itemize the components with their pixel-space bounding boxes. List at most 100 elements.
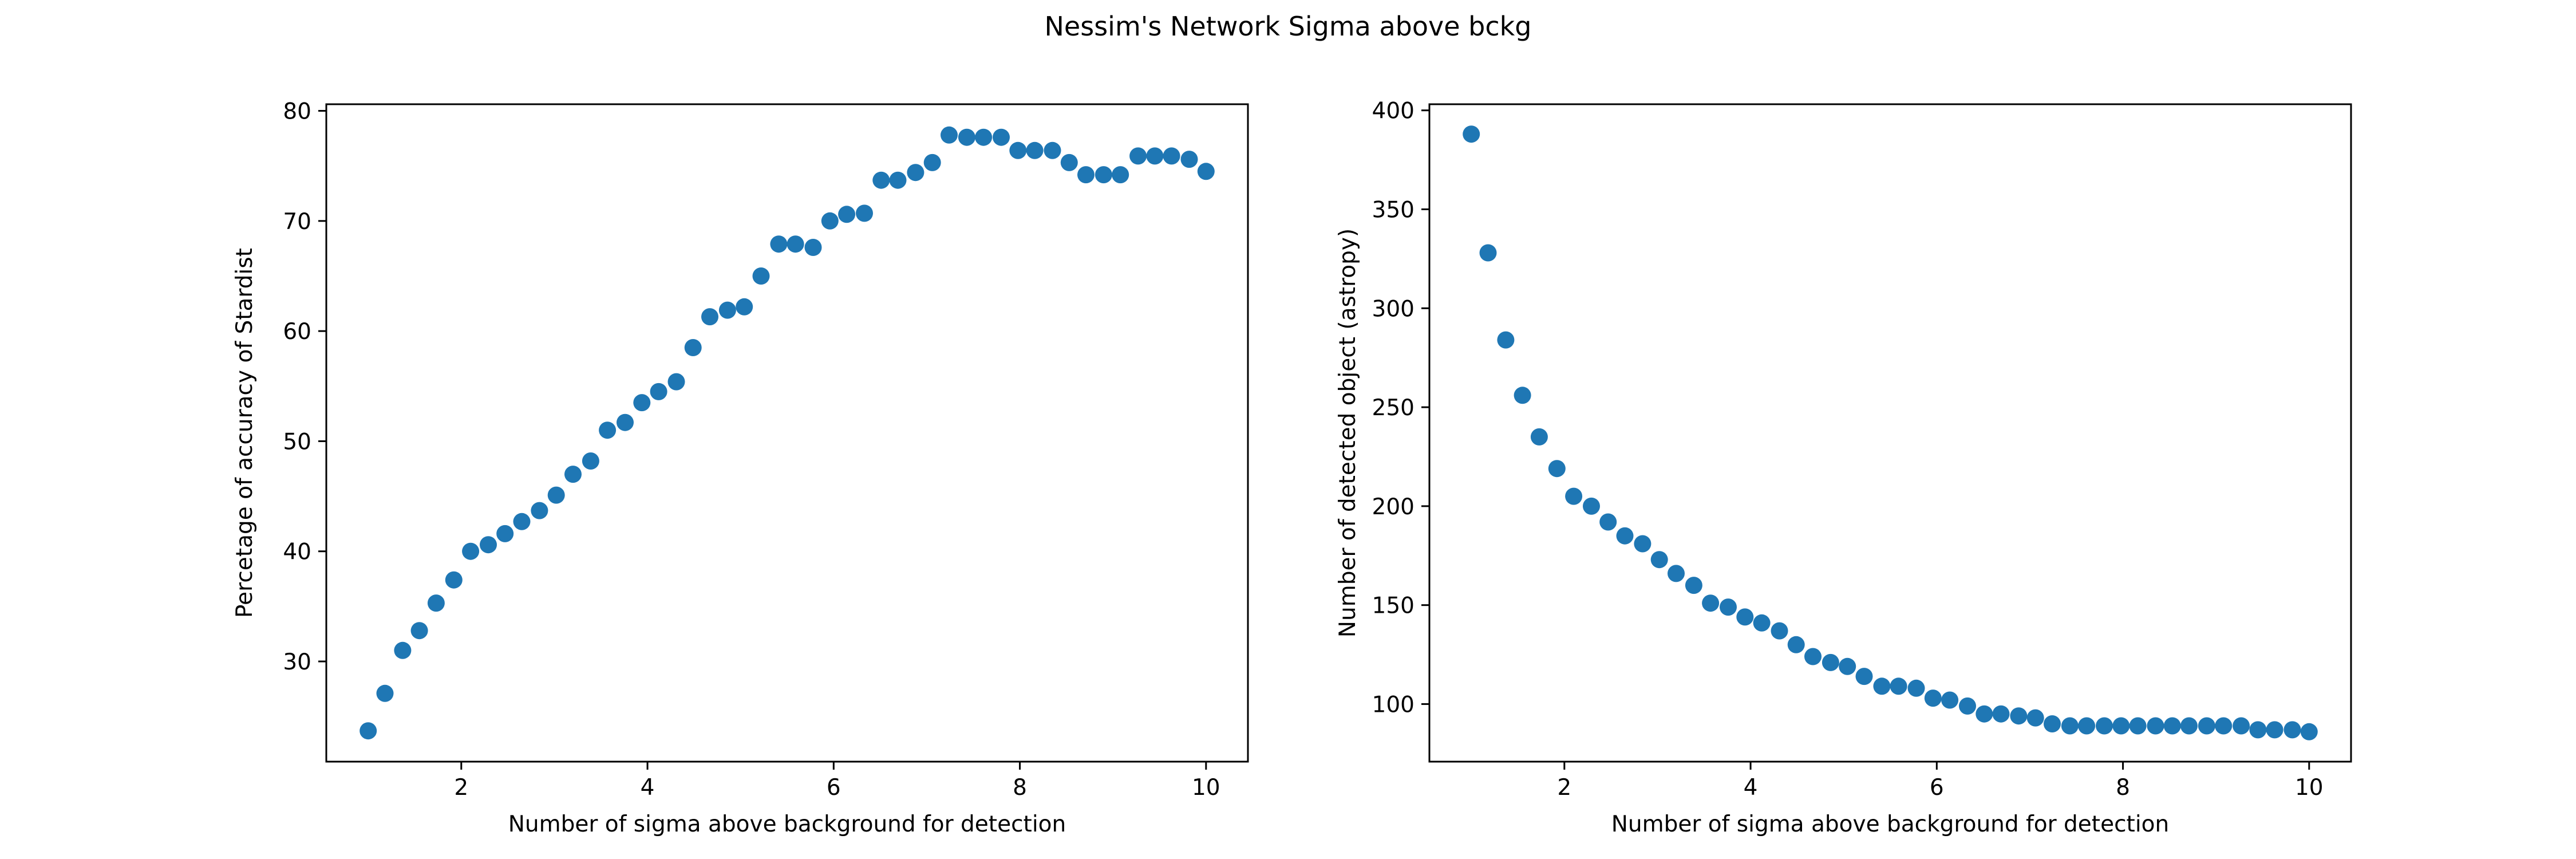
detected-objects-data-point: [2233, 717, 2250, 735]
accuracy-data-point: [958, 128, 975, 146]
accuracy-data-point: [1060, 153, 1078, 171]
accuracy-data-point: [1163, 147, 1180, 165]
accuracy-x-tick-label: 2: [454, 775, 468, 801]
detected-objects-y-tick-label: 150: [1372, 593, 1415, 619]
accuracy-data-point: [872, 171, 890, 189]
detected-objects-x-tick-label: 2: [1557, 775, 1571, 801]
accuracy-data-point: [838, 206, 856, 223]
accuracy-points: [359, 126, 1215, 740]
accuracy-y-tick-label: 70: [283, 209, 311, 235]
detected-objects-data-point: [1599, 513, 1617, 531]
detected-objects-points: [1463, 125, 2318, 740]
accuracy-data-point: [1146, 147, 1164, 165]
detected-objects-data-point: [2180, 717, 2198, 735]
detected-objects-data-point: [1753, 614, 1771, 632]
detected-objects-data-point: [1530, 428, 1548, 446]
accuracy-data-point: [462, 542, 480, 560]
accuracy-data-point: [993, 128, 1010, 146]
detected-objects-data-point: [2283, 721, 2301, 739]
detected-objects-data-point: [2215, 717, 2233, 735]
detected-objects-data-point: [2096, 717, 2113, 735]
accuracy-data-point: [394, 641, 412, 659]
detected-objects-data-point: [2147, 717, 2164, 735]
detected-objects-data-point: [1804, 648, 1822, 665]
accuracy-data-point: [787, 235, 804, 253]
detected-objects-data-point: [1720, 598, 1737, 616]
detected-objects-data-point: [1890, 677, 1907, 695]
detected-objects-data-point: [2010, 707, 2028, 725]
accuracy-data-point: [1026, 141, 1044, 159]
accuracy-y-tick-label: 50: [283, 429, 311, 455]
accuracy-data-point: [804, 239, 822, 256]
accuracy-data-point: [410, 622, 428, 640]
accuracy-x-tick-label: 10: [1192, 775, 1220, 801]
detected-objects-data-point: [1907, 679, 1925, 697]
accuracy-data-point: [941, 126, 958, 144]
detected-objects-data-point: [1479, 244, 1497, 262]
accuracy-data-point: [821, 212, 839, 230]
detected-objects-data-point: [2061, 717, 2079, 735]
accuracy-data-point: [480, 536, 497, 554]
accuracy-data-point: [889, 171, 907, 189]
accuracy-data-point: [752, 267, 770, 285]
accuracy-data-point: [650, 383, 667, 400]
detected-objects-data-point: [1668, 565, 1685, 582]
accuracy-data-point: [617, 413, 634, 431]
detected-objects-data-point: [1650, 551, 1668, 569]
accuracy-y-tick-label: 60: [283, 319, 311, 345]
detected-objects-data-point: [1855, 668, 1873, 685]
detected-objects-data-point: [2249, 721, 2267, 739]
accuracy-data-point: [445, 571, 463, 589]
accuracy-data-point: [547, 486, 565, 504]
accuracy-y-axis-label: Percetage of accuracy of Stardist: [232, 248, 258, 618]
accuracy-data-point: [633, 394, 651, 412]
accuracy-data-point: [736, 298, 753, 316]
detected-objects-data-point: [2300, 723, 2318, 740]
detected-objects-data-point: [1616, 527, 1634, 545]
detected-objects-data-point: [1463, 125, 1480, 143]
detected-objects-data-point: [2026, 709, 2044, 727]
accuracy-data-point: [599, 421, 617, 439]
detected-objects-data-point: [1959, 697, 1976, 715]
detected-objects-y-tick-label: 250: [1372, 395, 1415, 421]
accuracy-data-point: [582, 452, 599, 470]
accuracy-data-point: [667, 373, 685, 391]
detected-objects-x-axis-label: Number of sigma above background for det…: [1611, 811, 2170, 837]
detected-objects-y-tick-label: 100: [1372, 692, 1415, 718]
detected-objects-x-tick-label: 6: [1930, 775, 1944, 801]
accuracy-data-point: [718, 301, 736, 319]
accuracy-x-tick-label: 6: [827, 775, 841, 801]
detected-objects-data-point: [1992, 705, 2010, 723]
detected-objects-data-point: [2198, 717, 2215, 735]
accuracy-axes-frame: [325, 103, 1249, 763]
accuracy-data-point: [684, 339, 702, 356]
accuracy-y-tick-label: 40: [283, 539, 311, 565]
detected-objects-data-point: [1583, 497, 1600, 515]
accuracy-scatter-panel: 2 4 6 8 10 30 40 50 60 70 80 Number of sigma above …: [232, 99, 1249, 837]
accuracy-data-point: [1129, 147, 1147, 165]
accuracy-data-point: [975, 128, 993, 146]
detected-objects-data-point: [2112, 717, 2130, 735]
detected-objects-data-point: [1514, 387, 1531, 404]
accuracy-data-point: [1095, 166, 1112, 184]
detected-objects-data-point: [2044, 715, 2061, 732]
detected-objects-data-point: [1771, 622, 1788, 640]
detected-objects-data-point: [1548, 460, 1566, 478]
detected-objects-scatter-panel: 2 4 6 8 10 100 150 200 250 300 350 400 Number of sig…: [1335, 98, 2352, 837]
accuracy-data-point: [907, 164, 924, 182]
detected-objects-data-point: [1941, 691, 1959, 709]
detected-objects-data-point: [2129, 717, 2147, 735]
accuracy-data-point: [564, 466, 582, 483]
accuracy-x-tick-label: 4: [641, 775, 655, 801]
detected-objects-data-point: [1822, 653, 1839, 671]
accuracy-x-tick-label: 8: [1013, 775, 1027, 801]
detected-objects-data-point: [2163, 717, 2181, 735]
detected-objects-data-point: [1685, 577, 1702, 594]
accuracy-data-point: [1077, 166, 1095, 184]
detected-objects-data-point: [1976, 705, 1993, 723]
accuracy-data-point: [376, 684, 394, 702]
detected-objects-data-point: [1839, 657, 1856, 675]
detected-objects-data-point: [1497, 331, 1515, 349]
accuracy-data-point: [856, 204, 873, 222]
